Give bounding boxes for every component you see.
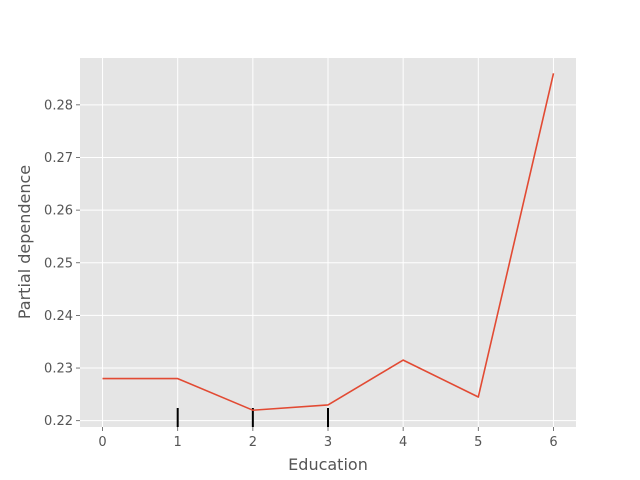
- y-tick-label: 0.25: [44, 256, 73, 271]
- x-tick-label: 1: [174, 435, 182, 450]
- series-line: [102, 73, 555, 412]
- x-tick-label: 0: [98, 435, 106, 450]
- rug-marks: [176, 408, 329, 427]
- grid-lines: [80, 58, 576, 427]
- y-tick-label: 0.28: [44, 98, 73, 113]
- x-tick-label: 5: [474, 435, 482, 450]
- x-tick-label: 2: [249, 435, 257, 450]
- x-axis-ticks: 0 1 2 3 4 5 6: [98, 427, 558, 450]
- y-axis-label: Partial dependence: [15, 165, 34, 319]
- x-tick-label: 6: [549, 435, 557, 450]
- y-tick-label: 0.22: [44, 414, 73, 429]
- x-tick-label: 3: [324, 435, 332, 450]
- series-lines: [102, 73, 555, 412]
- y-axis-ticks: 0.22 0.23 0.24 0.25 0.26 0.27 0.28: [44, 98, 80, 429]
- y-tick-label: 0.23: [44, 362, 73, 377]
- x-tick-label: 4: [399, 435, 407, 450]
- y-tick-label: 0.24: [44, 309, 73, 324]
- y-tick-label: 0.26: [44, 204, 73, 219]
- y-tick-label: 0.27: [44, 151, 73, 166]
- x-axis-label: Education: [288, 455, 368, 474]
